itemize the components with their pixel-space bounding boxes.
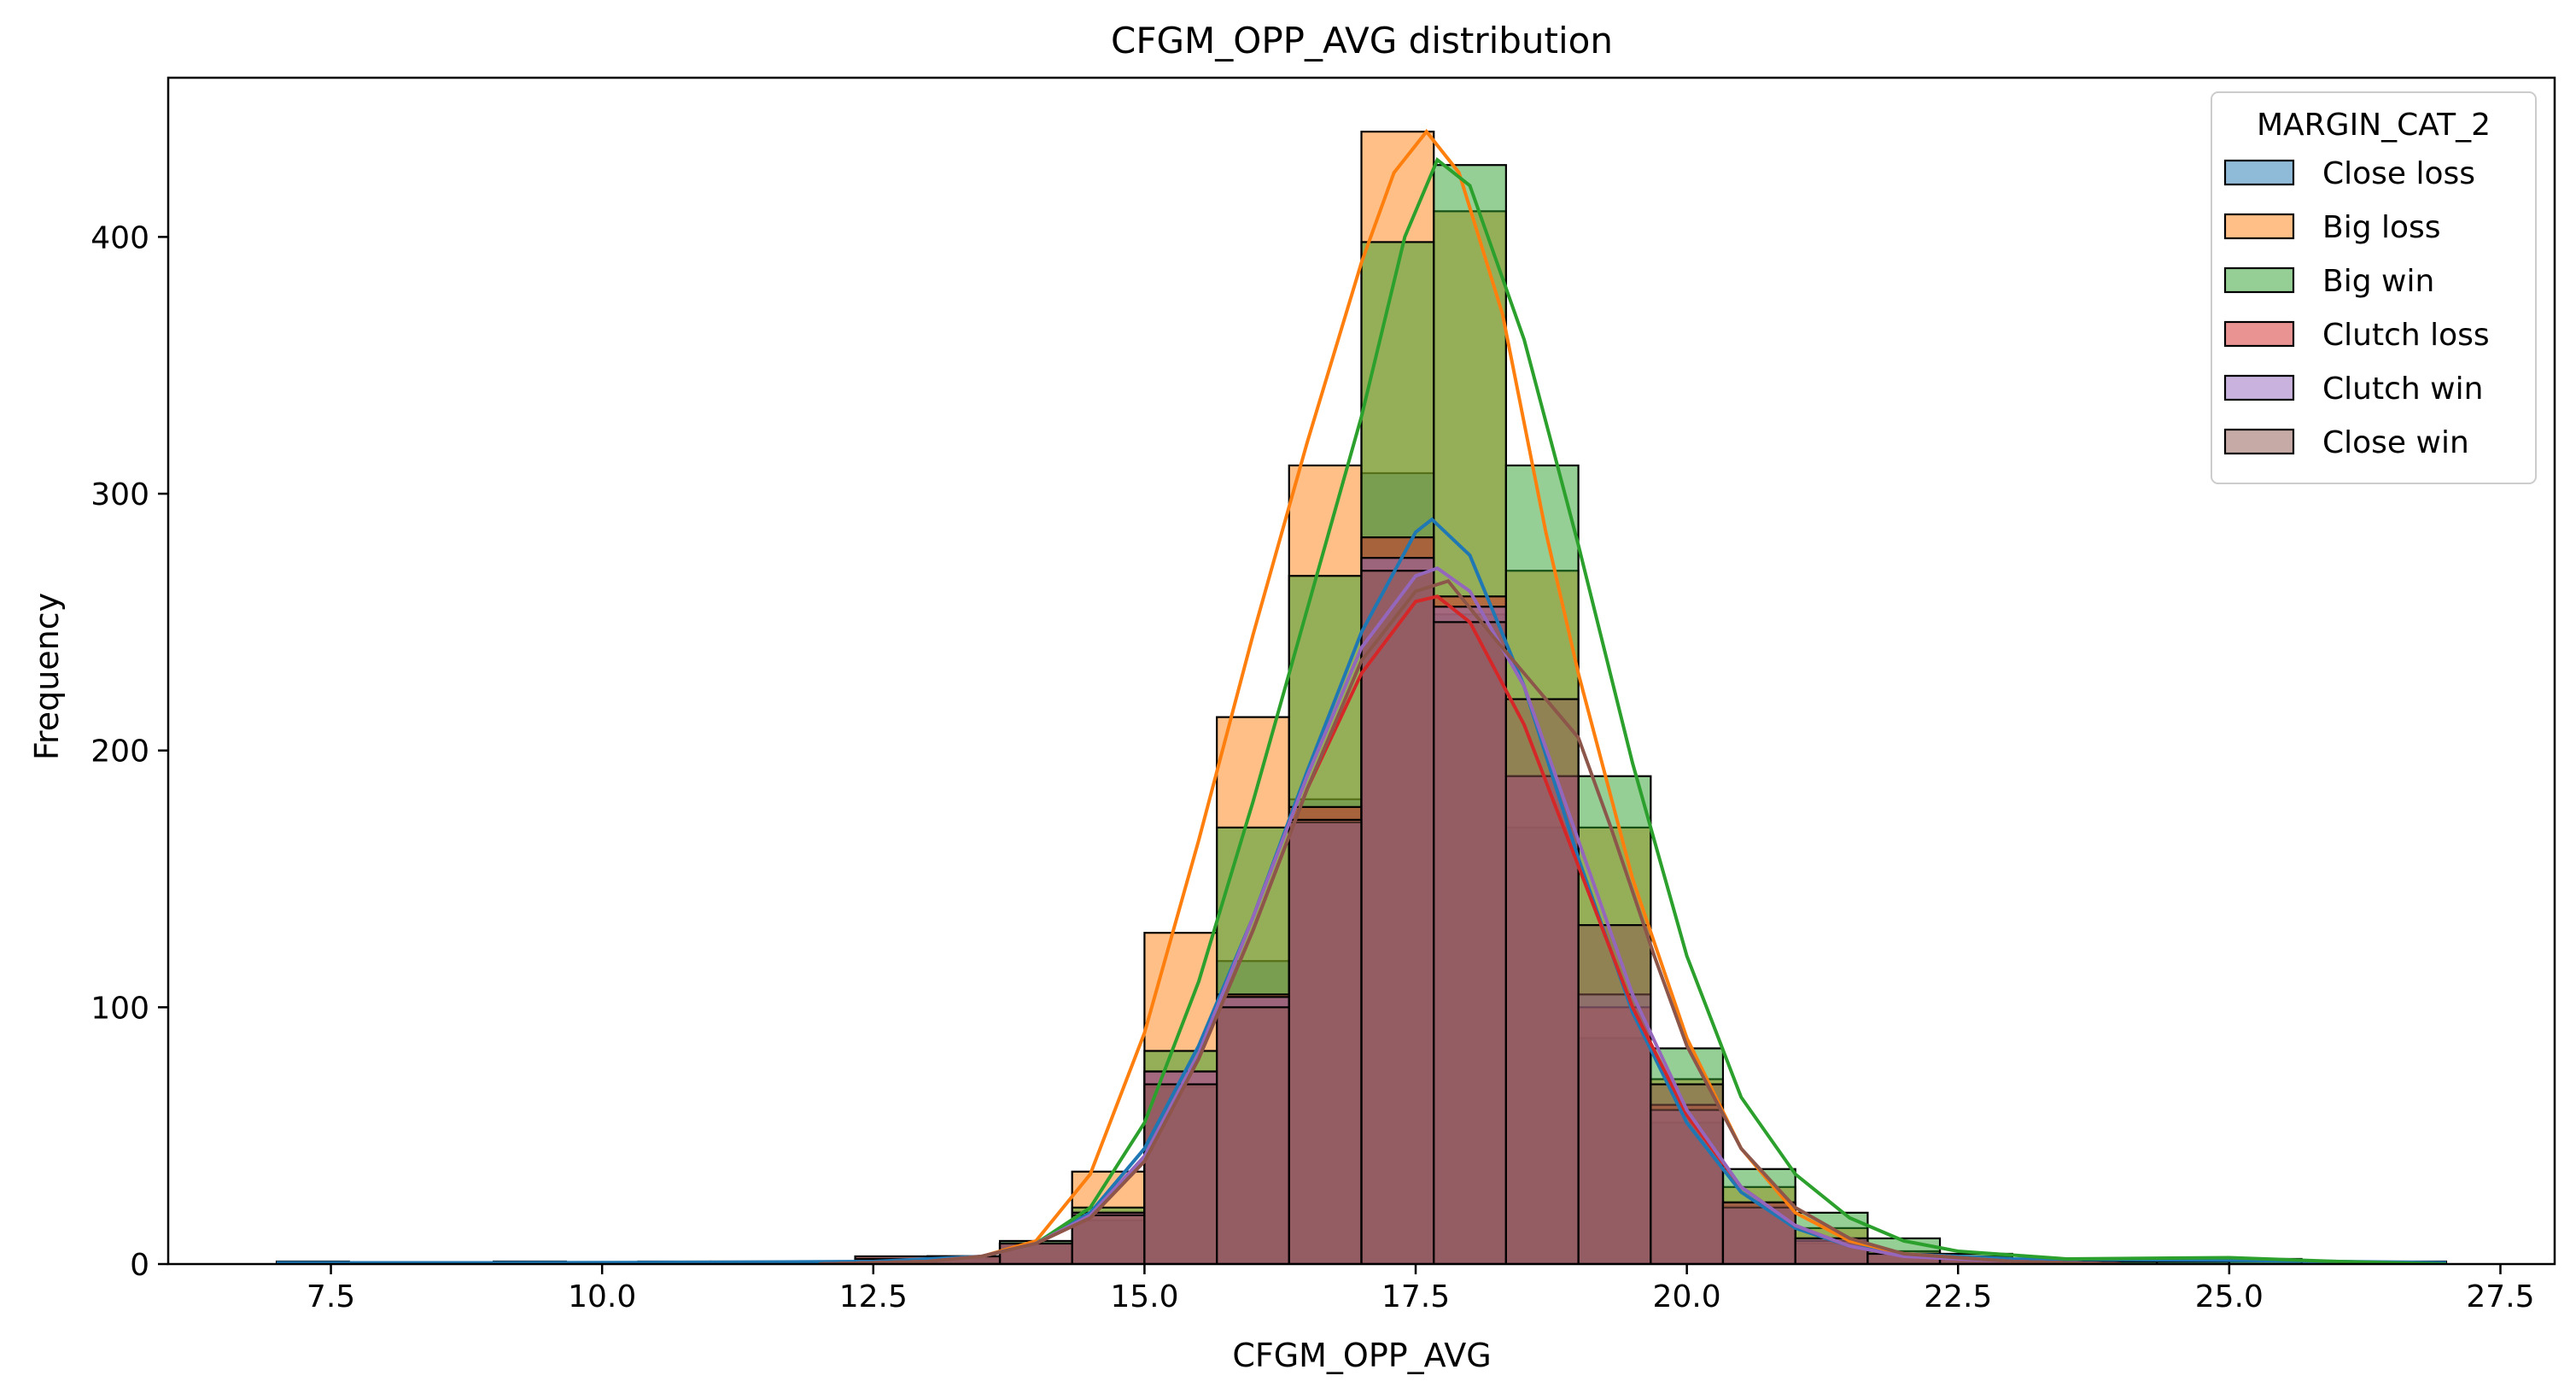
legend-title: MARGIN_CAT_2 bbox=[2257, 108, 2491, 143]
x-tick-label: 10.0 bbox=[568, 1279, 636, 1314]
histogram-bar bbox=[1143, 1083, 1218, 1264]
plot-inner bbox=[275, 128, 2448, 1264]
legend-label: Clutch win bbox=[2322, 372, 2483, 407]
legend-swatch bbox=[2223, 374, 2295, 401]
y-tick-label: 100 bbox=[91, 991, 149, 1026]
histogram-bar bbox=[1288, 818, 1363, 1264]
axes-frame bbox=[166, 76, 2556, 1266]
histogram-bar bbox=[1504, 698, 1580, 1264]
x-tick-label: 22.5 bbox=[1924, 1279, 1992, 1314]
legend-label: Close win bbox=[2322, 425, 2469, 460]
legend: MARGIN_CAT_2 Close loss Big loss Big win Clu… bbox=[2211, 91, 2537, 484]
legend-label: Clutch loss bbox=[2322, 318, 2490, 353]
legend-swatch bbox=[2223, 213, 2295, 240]
x-tick-label: 17.5 bbox=[1381, 1279, 1450, 1314]
kde-line-big-win bbox=[819, 157, 2447, 1264]
x-axis-label: CFGM_OPP_AVG bbox=[1232, 1337, 1491, 1374]
axes: 7.5 10.0 12.5 15.0 17.5 20.0 22.5 25.0 27.5 0 100 2… bbox=[91, 76, 2556, 1314]
histogram-bar bbox=[1721, 1201, 1796, 1264]
plot-area bbox=[275, 128, 2448, 1264]
y-tick-label: 200 bbox=[91, 735, 149, 770]
x-tick-label: 15.0 bbox=[1110, 1279, 1178, 1314]
histogram-bar bbox=[1577, 924, 1652, 1264]
kde-line-big-loss bbox=[819, 128, 2121, 1264]
histogram-bar bbox=[1216, 1006, 1290, 1264]
legend-swatch bbox=[2223, 428, 2295, 455]
y-tick-label: 0 bbox=[130, 1248, 149, 1283]
legend-label: Big win bbox=[2322, 264, 2434, 299]
x-tick-label: 7.5 bbox=[307, 1279, 355, 1314]
chart-title: CFGM_OPP_AVG distribution bbox=[1111, 20, 1613, 61]
x-tick-label: 27.5 bbox=[2466, 1279, 2534, 1314]
x-tick-label: 20.0 bbox=[1653, 1279, 1721, 1314]
legend-label: Big loss bbox=[2322, 210, 2441, 245]
y-axis-label: Frequency bbox=[28, 593, 66, 760]
legend-swatch bbox=[2223, 266, 2295, 294]
y-tick-label: 400 bbox=[91, 220, 149, 255]
histogram-bar bbox=[1360, 570, 1435, 1264]
legend-label: Close loss bbox=[2322, 156, 2475, 191]
series-bars-close-win bbox=[781, 570, 2086, 1264]
kde-line-close-win bbox=[819, 578, 2121, 1264]
x-tick-label: 25.0 bbox=[2195, 1279, 2263, 1314]
legend-swatch bbox=[2223, 320, 2295, 348]
histogram-bar bbox=[1433, 621, 1507, 1264]
x-tick-label: 12.5 bbox=[839, 1279, 908, 1314]
y-tick-label: 300 bbox=[91, 477, 149, 512]
legend-swatch bbox=[2223, 159, 2295, 186]
